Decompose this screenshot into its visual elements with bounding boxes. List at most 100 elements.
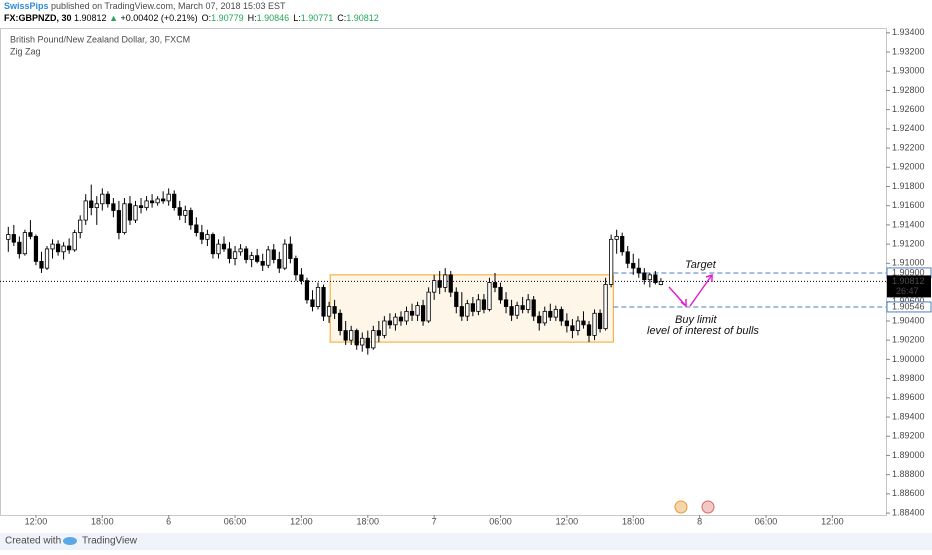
candle-body [520,305,525,310]
candle-body [138,205,144,209]
candle-body [443,274,448,288]
candle-body [232,251,238,259]
candle-body [210,234,216,255]
candle-body [658,280,664,285]
candle-body [315,286,321,307]
x-tick-label: 8 [697,516,702,526]
y-tick-label: 1.89000 [892,450,925,460]
ohlc-val: 1.90779 [211,13,244,23]
candle-body [299,274,304,282]
y-tick-label: 1.92000 [892,162,925,172]
y-tick-label: 1.89800 [892,373,925,383]
candle-body [586,324,592,336]
candle-body [166,193,171,202]
footer-created: Created with [5,536,61,547]
y-tick-label: 1.91200 [892,238,925,248]
candle-body [238,248,243,253]
candle-body [415,305,420,316]
candle-body [133,205,138,221]
candle-body [127,203,133,221]
symbol: FX:GBPNZD, 30 [4,13,72,23]
candle-body [376,330,381,336]
candle-body [382,320,387,336]
candle-body [155,198,160,204]
candle-body [564,320,569,327]
x-tick-label: 06:00 [224,516,247,526]
candle-body [647,274,652,281]
plot-border [0,28,887,516]
candle-body [653,274,658,283]
candle-body [603,284,608,330]
x-tick-label: 18:00 [357,516,380,526]
candle-body [144,200,149,209]
candle-body [432,280,437,293]
y-tick-label: 1.88400 [892,507,925,517]
candle-body [310,299,315,307]
x-tick-label: 12:00 [821,516,844,526]
candle-body [61,245,66,253]
candle-body [526,299,531,310]
candle-body [199,232,204,240]
candle-body [409,310,415,316]
x-tick-label: 7 [432,516,437,526]
candle-body [570,325,575,331]
candle-body [487,282,492,310]
candle-body [304,280,310,301]
candle-body [393,316,398,326]
arrow: ▲ [109,13,118,23]
y-tick-label: 1.91000 [892,258,925,268]
event-icon[interactable] [701,500,715,514]
x-tick-label: 18:00 [622,516,645,526]
candle-body [78,219,83,233]
last-price-label: 1.90812 [892,276,925,286]
candle-body [205,234,210,240]
candle-body [498,286,503,301]
candle-body [6,234,11,240]
y-tick-label: 1.89600 [892,392,925,402]
price-tag [886,301,932,313]
y-tick-label: 1.91600 [892,200,925,210]
author: SwissPips [4,1,49,11]
candle-body [28,232,33,237]
ohlc: O:1.90779 H:1.90846 L:1.90771 C:1.90812 [202,13,379,23]
candle-body [454,291,459,307]
candle-body [420,305,426,322]
candle-body [83,200,88,221]
candle-body [492,282,498,288]
countdown: 26:47 [896,286,919,296]
event-icon[interactable] [674,500,688,514]
plot-layer: 1.93400 1.93200 1.93000 1.92800 1.92600 1.924… [0,27,932,526]
candle-body [17,241,22,255]
x-tick-label: 18:00 [91,516,114,526]
footer-bg [0,533,932,550]
y-tick-label: 1.90000 [892,354,925,364]
candle-body [503,299,509,307]
candle-body [625,251,630,264]
last: 1.90812 [74,13,107,23]
candle-body [631,262,636,269]
candle-body [575,320,581,331]
price-tag-label: 1.90546 [892,301,925,311]
candle-body [288,243,293,259]
annotation: Buy limit [675,314,718,326]
candle-body [609,238,614,285]
candle-body [243,248,249,260]
candle-body [255,255,260,262]
annotation: level of interest of bulls [647,325,759,337]
candle-body [559,309,564,322]
candle-body [531,299,536,317]
y-tick-label: 1.90200 [892,335,925,345]
ohlc-key: H: [248,13,257,23]
candle-body [172,193,177,209]
candle-body [326,306,332,317]
candle-body [100,193,105,205]
candle-body [321,286,326,317]
candle-body [260,261,265,266]
x-tick-label: 06:00 [489,516,512,526]
candle-body [105,193,110,205]
candle-body [221,243,227,250]
candle-body [581,320,586,326]
candle-body [448,274,453,293]
x-tick-label: 12:00 [556,516,579,526]
